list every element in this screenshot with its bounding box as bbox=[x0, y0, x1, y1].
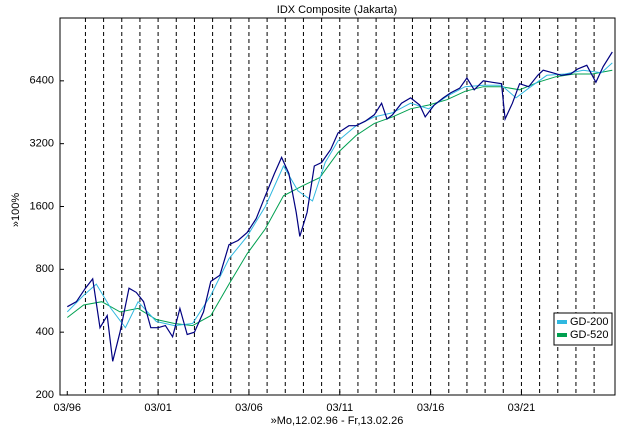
y-tick-label: 200 bbox=[36, 389, 54, 401]
y-tick-label: 3200 bbox=[30, 138, 54, 150]
legend-swatch bbox=[557, 320, 567, 324]
series-line bbox=[67, 51, 613, 362]
x-axis-label: »Mo,12.02.96 - Fr,13.02.26 bbox=[271, 415, 404, 427]
plot-frame bbox=[59, 17, 616, 396]
y-tick-label: 800 bbox=[36, 263, 54, 275]
series-line bbox=[66, 69, 613, 327]
y-tick-label: 6400 bbox=[30, 75, 54, 87]
y-axis-label: »100% bbox=[10, 193, 22, 227]
series-line bbox=[66, 62, 613, 329]
y-tick-label: 400 bbox=[36, 326, 54, 338]
x-tick-label: 03/11 bbox=[326, 402, 353, 414]
x-tick-label: 03/01 bbox=[144, 402, 172, 414]
x-tick-label: 03/06 bbox=[235, 402, 263, 414]
chart-title: IDX Composite (Jakarta) bbox=[277, 4, 397, 16]
legend-swatch bbox=[557, 333, 567, 337]
x-tick-label: 03/21 bbox=[508, 402, 536, 414]
y-tick-label: 1600 bbox=[30, 200, 54, 212]
legend-label: GD-520 bbox=[570, 329, 609, 341]
x-tick-label: 03/96 bbox=[54, 402, 82, 414]
legend-box bbox=[553, 312, 613, 346]
legend-label: GD-200 bbox=[570, 316, 609, 328]
x-tick-label: 03/16 bbox=[417, 402, 445, 414]
